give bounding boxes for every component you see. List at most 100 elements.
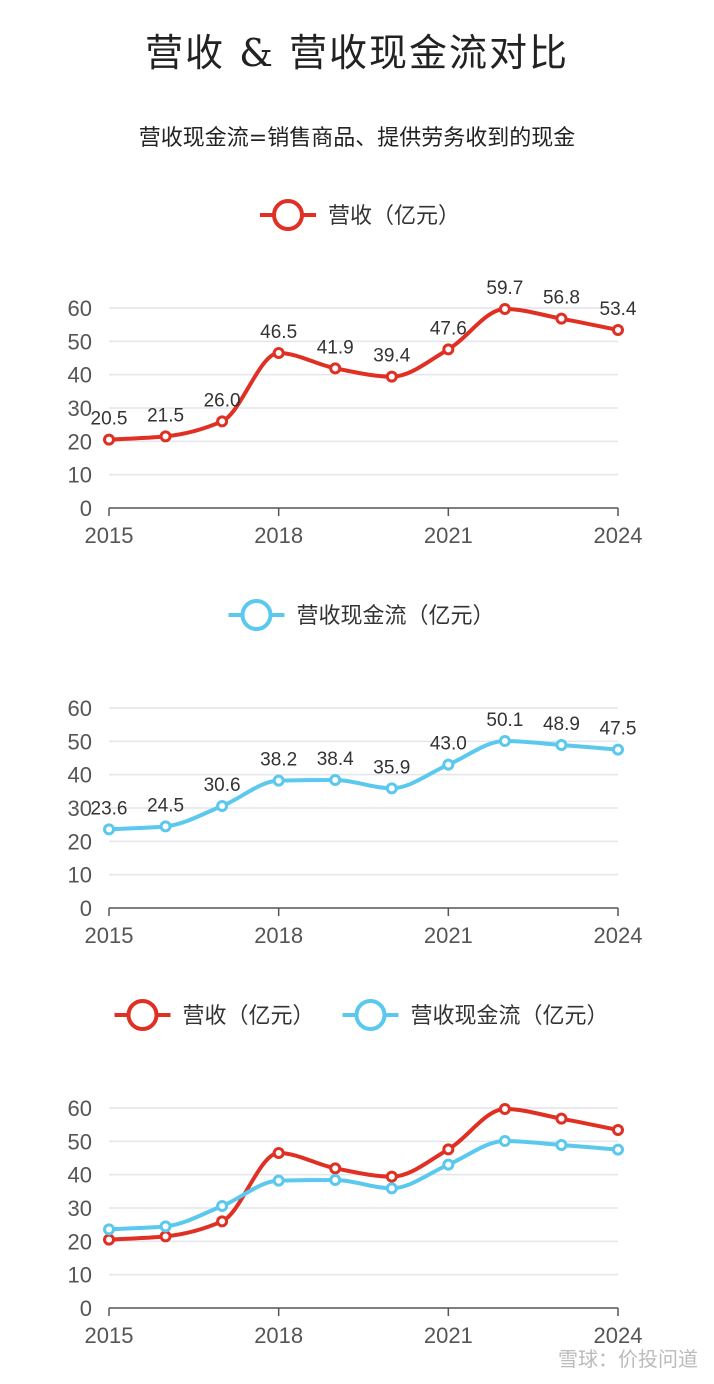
data-point-cashflow <box>103 1223 115 1236</box>
data-point-revenue <box>612 1124 624 1136</box>
y-tick-label: 30 <box>68 1196 92 1221</box>
y-tick-label: 30 <box>68 396 92 421</box>
data-label-revenue: 56.8 <box>543 288 580 309</box>
data-label-cashflow: 47.5 <box>600 719 637 740</box>
y-tick-label: 0 <box>80 1296 92 1321</box>
y-tick-label: 40 <box>68 1163 92 1188</box>
data-label-cashflow: 38.2 <box>260 750 297 771</box>
page-title: 营收 & 营收现金流对比 <box>145 31 569 75</box>
legend-marker-cashflow <box>240 599 273 631</box>
data-point-cashflow <box>498 735 511 747</box>
data-label-cashflow: 23.6 <box>91 798 128 819</box>
page-subtitle: 营收现金流=销售商品、提供劳务收到的现金 <box>138 126 576 151</box>
x-tick-label: 2021 <box>424 923 473 948</box>
data-point-cashflow <box>442 1158 455 1171</box>
data-point-revenue <box>272 1147 285 1159</box>
data-label-cashflow: 48.9 <box>543 714 580 735</box>
data-label-cashflow: 43.0 <box>430 734 467 755</box>
x-tick-label: 2018 <box>254 523 303 548</box>
data-point-revenue <box>329 1162 342 1175</box>
y-tick-label: 60 <box>68 696 92 721</box>
x-tick-label: 2015 <box>85 923 134 948</box>
data-point-cashflow <box>159 1220 172 1233</box>
data-label-revenue: 21.5 <box>147 405 184 426</box>
y-tick-label: 40 <box>68 763 92 788</box>
data-label-revenue: 59.7 <box>486 278 523 299</box>
data-point-cashflow <box>385 1182 398 1195</box>
data-point-cashflow <box>498 1135 511 1147</box>
data-point-cashflow <box>329 774 342 786</box>
data-point-revenue <box>385 1170 398 1183</box>
data-point-revenue <box>216 415 229 428</box>
series-line-revenue <box>108 1107 619 1242</box>
x-tick-label: 2021 <box>424 1323 473 1348</box>
y-tick-label: 50 <box>68 729 92 754</box>
y-tick-label: 40 <box>68 363 92 388</box>
watermark: 雪球：价投问道 <box>558 1347 698 1371</box>
legend-label-cashflow: 营收现金流（亿元） <box>411 1003 609 1028</box>
data-point-cashflow <box>159 820 172 833</box>
x-tick-label: 2024 <box>594 523 643 548</box>
data-point-revenue <box>385 370 398 383</box>
data-point-revenue <box>272 347 285 359</box>
data-label-revenue: 46.5 <box>260 322 297 343</box>
data-point-revenue <box>555 1112 568 1125</box>
series-line-cashflow <box>108 739 619 832</box>
y-tick-label: 20 <box>68 429 92 454</box>
legend-marker-cashflow <box>354 999 387 1031</box>
data-point-cashflow <box>272 1174 285 1187</box>
data-label-cashflow: 35.9 <box>373 757 410 778</box>
legend-label-revenue: 营收（亿元） <box>328 203 460 228</box>
data-point-cashflow <box>103 823 115 836</box>
x-tick-label: 2015 <box>85 1323 134 1348</box>
data-point-cashflow <box>329 1174 342 1186</box>
data-point-cashflow <box>612 1143 624 1156</box>
data-point-revenue <box>442 1143 455 1156</box>
data-point-revenue <box>216 1215 229 1228</box>
x-tick-label: 2018 <box>254 1323 303 1348</box>
data-point-cashflow <box>612 743 624 756</box>
data-point-revenue <box>103 1233 115 1246</box>
y-tick-label: 10 <box>68 463 92 488</box>
data-point-cashflow <box>272 774 285 787</box>
data-label-revenue: 26.0 <box>204 390 241 411</box>
data-label-cashflow: 38.4 <box>317 749 354 770</box>
y-tick-label: 60 <box>68 1096 92 1121</box>
y-tick-label: 20 <box>68 829 92 854</box>
y-tick-label: 20 <box>68 1229 92 1254</box>
data-point-cashflow <box>216 800 229 812</box>
legend-label-cashflow: 营收现金流（亿元） <box>297 603 495 628</box>
data-label-cashflow: 24.5 <box>147 795 184 816</box>
data-point-cashflow <box>555 739 568 751</box>
data-point-revenue <box>498 303 511 315</box>
x-tick-label: 2021 <box>424 523 473 548</box>
data-point-revenue <box>498 1103 511 1115</box>
data-label-revenue: 53.4 <box>600 299 637 320</box>
data-label-revenue: 39.4 <box>373 346 410 367</box>
y-tick-label: 0 <box>80 496 92 521</box>
data-point-cashflow <box>555 1139 568 1151</box>
x-tick-label: 2015 <box>85 523 134 548</box>
data-point-revenue <box>103 433 115 446</box>
data-point-revenue <box>612 324 624 336</box>
x-tick-label: 2024 <box>594 923 643 948</box>
y-tick-label: 10 <box>68 863 92 888</box>
data-label-revenue: 20.5 <box>91 409 128 430</box>
y-tick-label: 50 <box>68 329 92 354</box>
legend-marker-revenue <box>272 199 304 231</box>
y-tick-label: 30 <box>68 796 92 821</box>
legend-marker-revenue <box>126 999 159 1031</box>
data-point-cashflow <box>216 1200 229 1212</box>
y-tick-label: 0 <box>80 896 92 921</box>
x-tick-label: 2024 <box>594 1323 643 1348</box>
x-tick-label: 2018 <box>254 923 303 948</box>
y-tick-label: 50 <box>68 1129 92 1154</box>
data-label-cashflow: 30.6 <box>204 775 241 796</box>
data-label-revenue: 47.6 <box>430 318 467 339</box>
data-point-cashflow <box>442 758 455 771</box>
series-line-revenue <box>108 307 619 442</box>
data-point-revenue <box>555 312 568 325</box>
series-line-cashflow <box>108 1139 619 1232</box>
y-tick-label: 10 <box>68 1263 92 1288</box>
